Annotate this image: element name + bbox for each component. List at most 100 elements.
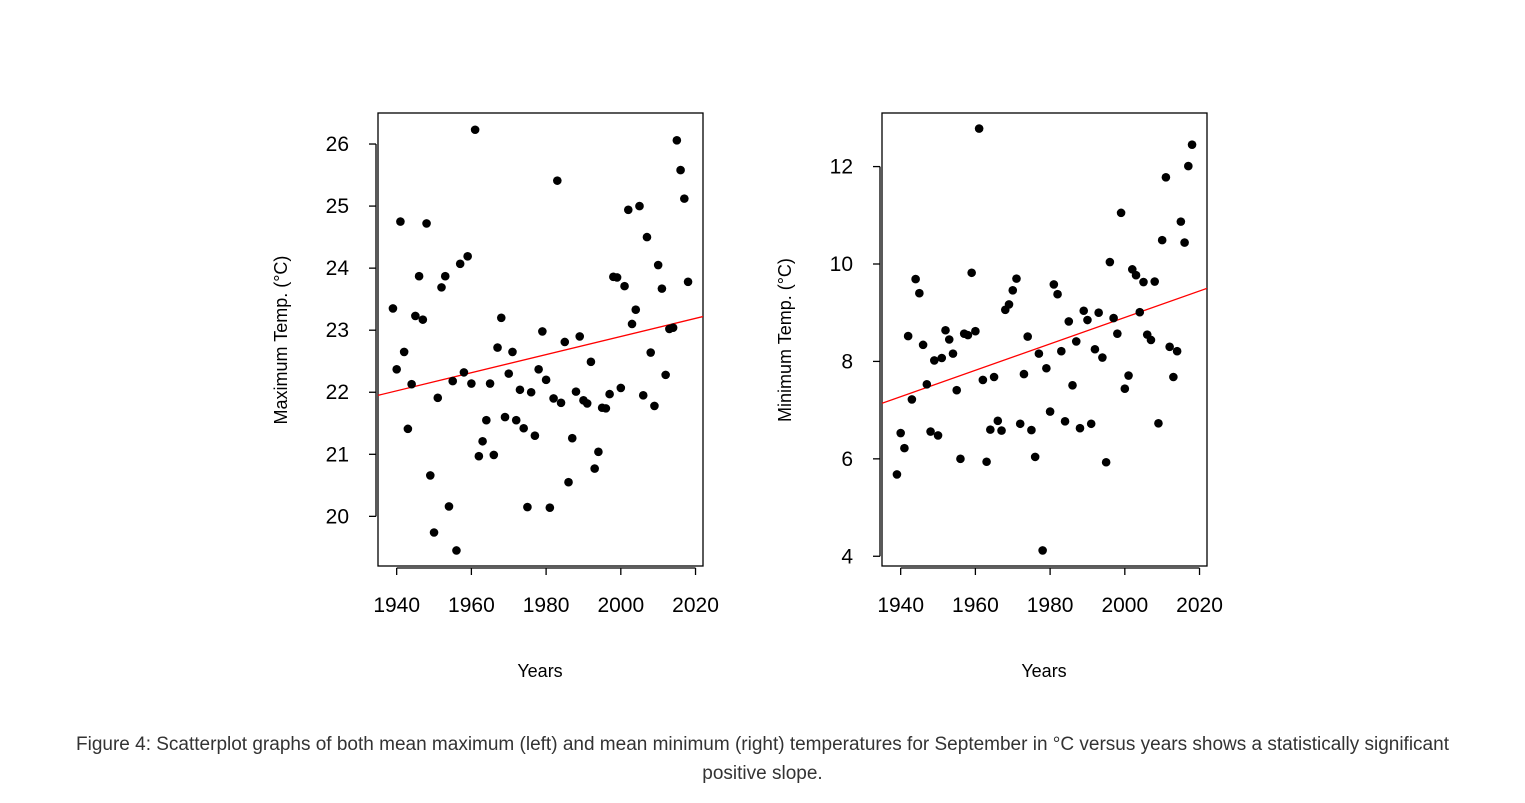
data-point [485, 379, 495, 388]
trend-line [378, 315, 703, 396]
data-point [500, 412, 510, 422]
data-point [948, 349, 958, 358]
data-point [993, 416, 1003, 426]
data-point [1116, 208, 1126, 218]
data-point [635, 201, 644, 211]
data-point [425, 471, 435, 480]
data-point [511, 415, 521, 425]
data-point [680, 194, 689, 203]
data-point [1157, 235, 1167, 245]
data-point [986, 425, 995, 434]
data-point [440, 271, 450, 281]
y-tick-label: 4 [841, 545, 853, 568]
data-point [444, 502, 454, 511]
data-point [1120, 384, 1130, 393]
data-point [560, 337, 570, 347]
data-point [1094, 308, 1103, 318]
data-point [612, 273, 622, 282]
data-point [437, 283, 446, 292]
x-tick-label: 2000 [1101, 594, 1148, 617]
data-point [388, 304, 398, 313]
data-point [459, 368, 469, 377]
data-point [586, 357, 596, 367]
data-point [1015, 419, 1025, 429]
x-tick-label: 1980 [1027, 594, 1074, 617]
data-point [399, 347, 409, 357]
data-point [1083, 315, 1092, 325]
data-point [620, 281, 629, 291]
data-point [504, 369, 514, 378]
data-point [392, 364, 401, 374]
data-point [429, 528, 439, 537]
data-point [526, 387, 536, 397]
data-point [1124, 371, 1133, 380]
data-point [918, 340, 928, 350]
data-point [478, 436, 487, 446]
data-point [1027, 425, 1036, 435]
data-point [1154, 418, 1163, 428]
data-point [474, 451, 484, 461]
data-point [1165, 342, 1174, 352]
data-point [1068, 380, 1077, 390]
data-point [967, 268, 976, 278]
data-point [963, 330, 973, 340]
y-axis-label: Maximum Temp. (°C) [271, 256, 291, 425]
data-point [523, 502, 532, 512]
data-point [915, 288, 924, 298]
data-point [496, 313, 506, 323]
data-point [605, 389, 614, 399]
y-tick-label: 20 [326, 505, 349, 528]
data-point [653, 260, 663, 270]
data-point [1135, 307, 1145, 317]
data-point [929, 356, 939, 365]
data-point [900, 443, 909, 453]
y-tick-label: 6 [841, 448, 853, 471]
data-point [657, 284, 667, 293]
y-tick-label: 21 [326, 443, 349, 466]
data-point [661, 370, 670, 380]
data-point [911, 274, 920, 284]
data-point [1038, 546, 1047, 555]
x-tick-label: 1940 [877, 594, 924, 617]
y-tick-label: 12 [830, 156, 853, 179]
y-tick-label: 26 [326, 133, 349, 156]
data-point [601, 404, 611, 413]
data-point [515, 385, 525, 395]
data-point [1161, 172, 1171, 182]
data-point [452, 546, 461, 555]
trend-line [882, 287, 1207, 404]
data-point [1060, 417, 1070, 426]
data-point [631, 305, 641, 315]
y-tick-label: 8 [841, 350, 853, 373]
data-point [455, 259, 465, 269]
data-point [1131, 270, 1141, 280]
data-point [594, 447, 603, 457]
data-point [1045, 407, 1055, 416]
data-point [1075, 423, 1085, 433]
x-tick-label: 1960 [952, 594, 999, 617]
data-point [590, 464, 599, 473]
data-point [530, 431, 540, 440]
data-point [997, 426, 1006, 435]
data-point [396, 217, 405, 226]
y-axis-label: Minimum Temp. (°C) [775, 258, 795, 422]
data-point [978, 375, 988, 385]
data-point [676, 165, 685, 175]
data-point [683, 277, 693, 287]
data-point [482, 415, 491, 425]
data-point [1023, 332, 1032, 341]
x-tick-label: 1940 [373, 594, 420, 617]
data-point [896, 428, 905, 438]
data-point [1184, 161, 1193, 171]
data-point [1008, 286, 1018, 295]
data-point [414, 271, 424, 281]
x-axis-label: Years [517, 661, 562, 681]
data-point [1180, 238, 1189, 247]
data-point [1079, 306, 1089, 316]
x-tick-label: 1980 [523, 594, 570, 617]
data-point [627, 319, 637, 329]
data-point [418, 315, 428, 324]
data-point [989, 372, 999, 382]
data-point [1030, 452, 1040, 462]
data-point [422, 219, 431, 228]
